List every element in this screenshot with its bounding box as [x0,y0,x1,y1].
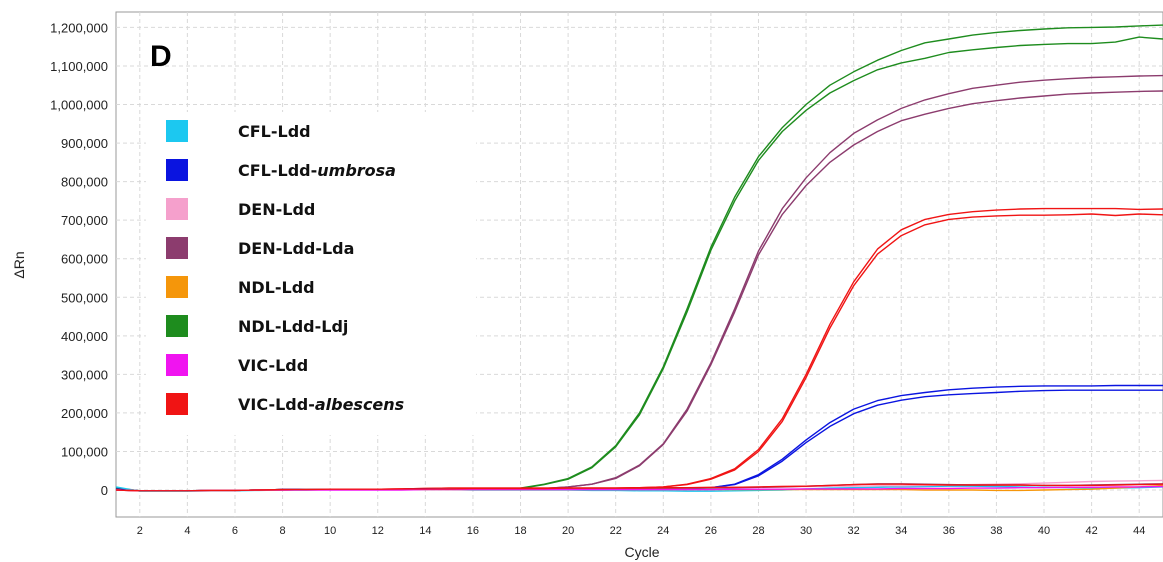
legend-box [146,112,476,435]
y-tick-label: 0 [101,483,108,498]
y-tick-label: 1,100,000 [50,59,108,74]
legend-label: CFL-Ldd-umbrosa [238,161,396,180]
legend-label-main: DEN-Ldd-Lda [238,239,354,258]
y-tick-label: 500,000 [61,290,108,305]
x-tick-label: 4 [184,525,190,537]
legend-swatch [166,276,188,298]
x-tick-label: 40 [1038,525,1050,537]
x-tick-label: 30 [800,525,812,537]
y-axis-ticks: 0 100,000 200,000 300,000 400,000 500,000 600,… [50,20,108,498]
legend-label-italic: albescens [315,395,404,414]
grid [116,12,1163,517]
x-tick-label: 20 [562,525,574,537]
x-axis-title: Cycle [624,544,659,560]
legend-label: VIC-Ldd [238,356,308,375]
legend-label-italic: umbrosa [317,161,396,180]
x-tick-label: 44 [1133,525,1145,537]
legend-label-main: VIC-Ldd [238,356,308,375]
legend-swatch [166,354,188,376]
y-tick-label: 900,000 [61,136,108,151]
legend-swatch [166,237,188,259]
legend-label: CFL-Ldd [238,122,311,141]
y-tick-label: 700,000 [61,213,108,228]
x-tick-label: 16 [467,525,479,537]
y-tick-label: 300,000 [61,367,108,382]
legend-label: DEN-Ldd [238,200,315,219]
x-tick-label: 24 [657,525,669,537]
x-tick-label: 32 [848,525,860,537]
y-tick-label: 1,200,000 [50,20,108,35]
legend: CFL-Ldd CFL-Ldd-umbrosa DEN-Ldd DEN-Ldd-Lda… [146,112,476,435]
x-tick-label: 28 [752,525,764,537]
legend-label-main: DEN-Ldd [238,200,315,219]
legend-label: DEN-Ldd-Lda [238,239,354,258]
x-tick-label: 12 [372,525,384,537]
y-tick-label: 800,000 [61,175,108,190]
x-tick-label: 22 [610,525,622,537]
y-axis-title: ΔRn [11,251,27,278]
y-tick-label: 100,000 [61,444,108,459]
x-tick-label: 8 [280,525,286,537]
legend-label-main: NDL-Ldd-Ldj [238,317,348,336]
x-tick-label: 26 [705,525,717,537]
y-tick-label: 1,000,000 [50,98,108,113]
y-tick-label: 600,000 [61,252,108,267]
x-tick-label: 36 [943,525,955,537]
legend-label: VIC-Ldd-albescens [238,395,404,414]
series-group [115,24,1163,492]
panel-letter: D [150,40,172,73]
x-tick-label: 38 [990,525,1002,537]
legend-label-main: CFL-Ldd [238,122,311,141]
x-tick-label: 6 [232,525,238,537]
legend-label-main: NDL-Ldd [238,278,315,297]
x-tick-label: 2 [137,525,143,537]
legend-swatch [166,159,188,181]
x-tick-label: 18 [514,525,526,537]
x-tick-label: 34 [895,525,907,537]
legend-swatch [166,393,188,415]
legend-label-main: VIC-Ldd- [238,395,315,414]
legend-swatch [166,198,188,220]
legend-label: NDL-Ldd [238,278,315,297]
y-tick-label: 400,000 [61,329,108,344]
legend-swatch [166,315,188,337]
series-line [115,483,1163,492]
x-tick-label: 10 [324,525,336,537]
legend-label-main: CFL-Ldd- [238,161,317,180]
x-tick-label: 14 [419,525,431,537]
y-tick-label: 200,000 [61,406,108,421]
legend-label: NDL-Ldd-Ldj [238,317,348,336]
x-tick-label: 42 [1085,525,1097,537]
legend-swatch [166,120,188,142]
x-axis-ticks: 2 4 6 8 10 12 14 16 18 20 22 24 26 28 30 32 34 36 38 40 42 44 [137,525,1146,537]
